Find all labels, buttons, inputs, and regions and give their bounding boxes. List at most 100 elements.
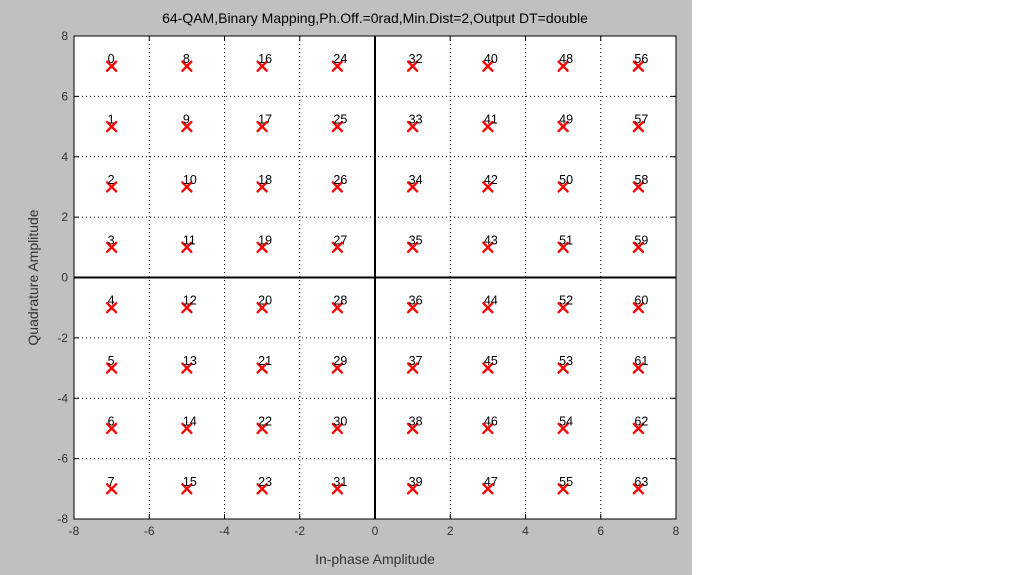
point-label: 54 xyxy=(559,414,573,428)
constellation-point: 30 xyxy=(331,414,347,435)
point-label: 26 xyxy=(333,173,347,187)
y-tick-label: 0 xyxy=(61,271,68,285)
x-marker-stroke xyxy=(557,181,569,193)
x-marker xyxy=(181,362,193,374)
constellation-point: 7 xyxy=(105,475,118,495)
x-marker-stroke xyxy=(256,60,268,72)
x-marker xyxy=(406,241,419,254)
x-marker-stroke xyxy=(557,483,569,495)
x-marker xyxy=(406,422,419,435)
x-marker xyxy=(105,301,118,314)
constellation-point: 32 xyxy=(406,52,423,72)
point-label: 42 xyxy=(484,173,498,187)
constellation-point: 31 xyxy=(331,475,347,495)
x-tick-label: 0 xyxy=(372,524,379,538)
point-label: 8 xyxy=(183,52,190,66)
constellation-point: 19 xyxy=(256,233,272,254)
x-marker-stroke xyxy=(632,181,645,193)
point-label: 15 xyxy=(183,475,197,489)
x-marker-stroke xyxy=(557,422,569,435)
constellation-point: 51 xyxy=(557,233,573,254)
point-label: 35 xyxy=(409,233,423,247)
x-marker-stroke xyxy=(256,120,268,133)
x-marker xyxy=(406,301,419,314)
x-marker xyxy=(105,422,118,435)
point-label: 41 xyxy=(484,113,498,127)
constellation-point: 46 xyxy=(482,414,498,435)
constellation-point: 16 xyxy=(256,52,272,72)
constellation-point: 35 xyxy=(406,233,423,254)
x-marker-stroke xyxy=(482,483,494,495)
constellation-point: 23 xyxy=(256,475,272,495)
x-marker xyxy=(105,241,118,254)
constellation-point: 1 xyxy=(105,113,118,133)
point-label: 49 xyxy=(559,113,573,127)
x-marker-stroke xyxy=(406,422,419,435)
constellation-point: 41 xyxy=(482,113,498,133)
constellation-point: 52 xyxy=(557,294,573,314)
x-marker xyxy=(181,422,193,435)
x-marker xyxy=(331,60,344,72)
point-label: 7 xyxy=(108,475,115,489)
constellation-point: 14 xyxy=(181,414,197,435)
x-marker xyxy=(482,241,494,254)
point-label: 44 xyxy=(484,294,498,308)
point-label: 40 xyxy=(484,52,498,66)
x-marker xyxy=(406,483,419,495)
x-axis-label: In-phase Amplitude xyxy=(315,551,435,567)
x-marker xyxy=(181,60,193,72)
x-marker-stroke xyxy=(406,301,419,314)
constellation-point: 13 xyxy=(181,354,197,374)
point-label: 59 xyxy=(634,233,648,247)
constellation-points: 0123456789101112131415161718192021222324… xyxy=(105,52,648,495)
x-marker xyxy=(181,120,193,133)
constellation-point: 38 xyxy=(406,414,423,435)
point-label: 27 xyxy=(333,233,347,247)
point-label: 58 xyxy=(634,173,648,187)
x-marker xyxy=(331,483,344,495)
y-tick-labels: 8 6 4 2 0 -2 -4 -6 -8 xyxy=(57,29,68,526)
x-marker-stroke xyxy=(331,241,344,254)
x-marker-stroke xyxy=(557,60,569,72)
x-marker xyxy=(331,362,344,374)
constellation-point: 22 xyxy=(256,414,272,435)
constellation-point: 61 xyxy=(632,354,648,374)
x-marker-stroke xyxy=(557,120,569,133)
x-marker-stroke xyxy=(482,422,494,435)
point-label: 19 xyxy=(258,233,272,247)
x-marker-stroke xyxy=(331,362,344,374)
x-marker-stroke xyxy=(105,120,118,133)
constellation-point: 48 xyxy=(557,52,573,72)
x-marker-stroke xyxy=(181,362,193,374)
point-label: 47 xyxy=(484,475,498,489)
point-label: 25 xyxy=(333,113,347,127)
x-marker xyxy=(482,301,494,314)
x-marker-stroke xyxy=(256,422,268,435)
x-marker xyxy=(482,120,494,133)
chart-title: 64-QAM,Binary Mapping,Ph.Off.=0rad,Min.D… xyxy=(162,10,588,26)
point-label: 63 xyxy=(634,475,648,489)
x-marker xyxy=(557,60,569,72)
constellation-point: 27 xyxy=(331,233,347,254)
x-marker xyxy=(105,362,118,374)
x-marker-stroke xyxy=(632,362,645,374)
x-marker xyxy=(482,422,494,435)
x-marker xyxy=(181,483,193,495)
x-marker xyxy=(256,241,268,254)
point-label: 2 xyxy=(108,173,115,187)
x-marker-stroke xyxy=(181,422,193,435)
x-marker-stroke xyxy=(482,120,494,133)
point-label: 45 xyxy=(484,354,498,368)
x-marker-stroke xyxy=(557,241,569,254)
constellation-point: 62 xyxy=(632,414,648,435)
x-marker-stroke xyxy=(632,301,645,314)
x-marker xyxy=(331,422,344,435)
x-marker-stroke xyxy=(482,60,494,72)
x-tick-label: -4 xyxy=(219,524,230,538)
point-label: 21 xyxy=(258,354,272,368)
y-tick-label: 6 xyxy=(61,89,68,103)
constellation-point: 8 xyxy=(181,52,193,72)
x-marker xyxy=(632,422,645,435)
x-marker-stroke xyxy=(406,120,419,133)
x-tick-label: 8 xyxy=(673,524,680,538)
